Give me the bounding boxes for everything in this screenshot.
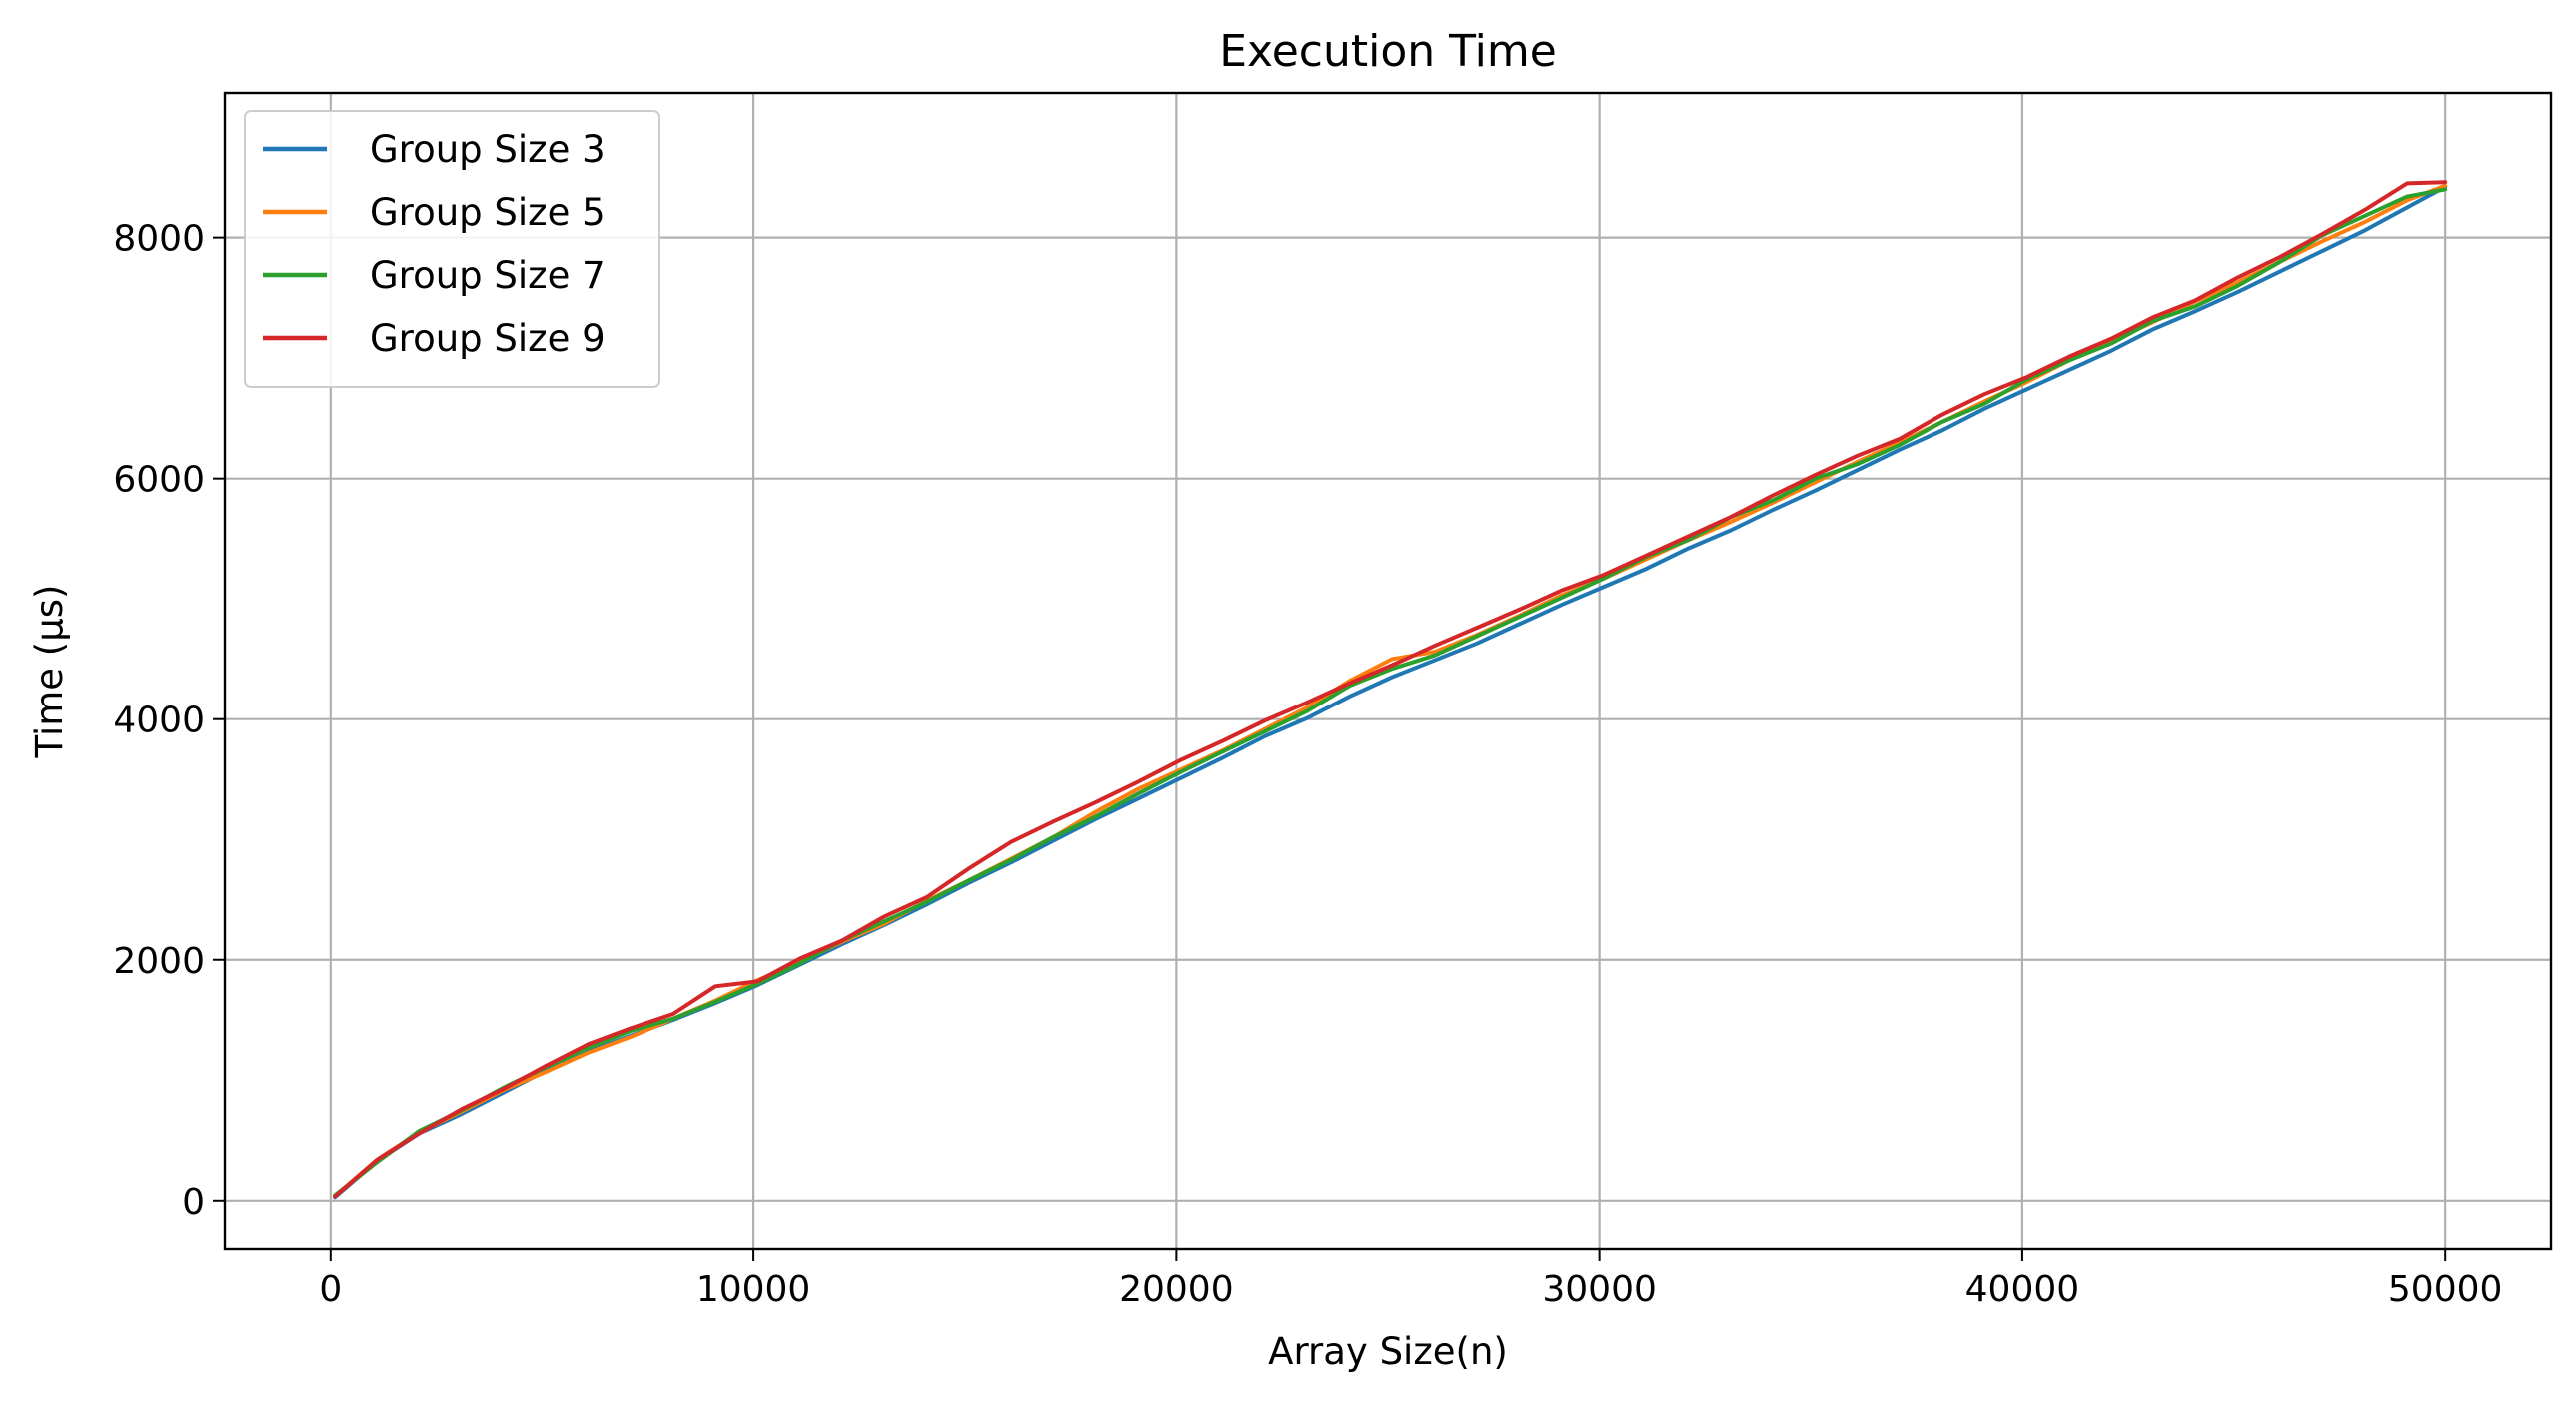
x-tick-label: 40000: [1965, 1269, 2080, 1310]
grid-layer: [225, 93, 2551, 1249]
legend-label: Group Size 7: [370, 254, 606, 297]
chart-title: Execution Time: [1219, 26, 1557, 77]
x-tick-label: 50000: [2388, 1269, 2503, 1310]
series-line-group-size-9: [333, 180, 2448, 1199]
legend-label: Group Size 9: [370, 317, 606, 360]
series-line-group-size-7: [333, 187, 2448, 1198]
y-tick-label: 6000: [113, 460, 205, 501]
y-tick-label: 0: [182, 1182, 205, 1223]
x-axis-label: Array Size(n): [1268, 1330, 1508, 1373]
y-axis-label: Time (µs): [28, 585, 71, 759]
legend-label: Group Size 3: [370, 128, 606, 171]
tick-layer: 0 10000 20000 30000 40000 50000 0 2000 4000 6000 8…: [113, 219, 2502, 1310]
y-tick-label: 4000: [113, 701, 205, 741]
y-tick-label: 2000: [113, 941, 205, 982]
series-layer: [333, 180, 2448, 1200]
legend-box: [244, 110, 660, 388]
legend-label: Group Size 5: [370, 191, 606, 234]
x-tick-label: 30000: [1542, 1269, 1657, 1310]
legend: Group Size 3 Group Size 5 Group Size 7 Grou…: [244, 110, 660, 388]
x-tick-label: 20000: [1119, 1269, 1234, 1310]
x-tick-label: 0: [319, 1269, 342, 1310]
plot-frame: [223, 91, 2553, 1251]
x-tick-label: 10000: [696, 1269, 811, 1310]
y-tick-label: 8000: [113, 219, 205, 260]
